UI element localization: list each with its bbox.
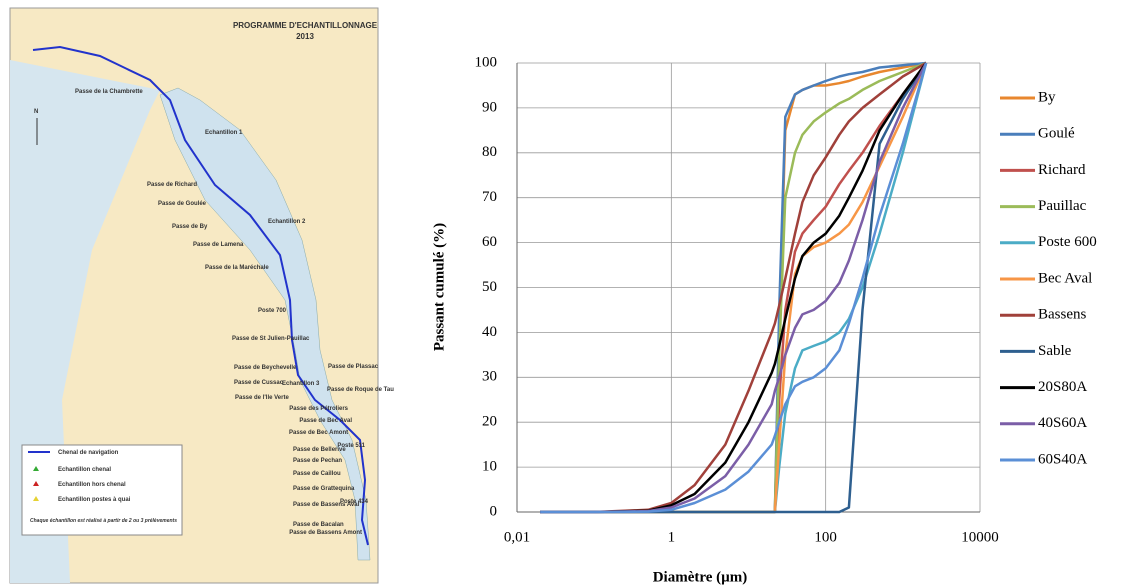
map-label: Passe de Grattequina (293, 486, 355, 492)
legend-marker (33, 496, 39, 501)
map-label: Passe de Plassac (328, 364, 379, 370)
y-tick-label: 100 (475, 54, 498, 70)
y-tick-label: 10 (482, 459, 497, 475)
north: N (34, 109, 38, 115)
map-legend-item: Echantillon chenal (58, 467, 111, 473)
map-legend (21, 444, 183, 536)
map-label: Echantillon 2 (268, 219, 306, 225)
x-tick-label: 0,01 (504, 529, 530, 545)
y-tick-label: 90 (482, 99, 497, 115)
map-label: Poste 434 (340, 499, 369, 505)
map-label: Passe de Cussac (234, 380, 284, 386)
y-tick-label: 0 (490, 503, 498, 519)
y-tick-label: 80 (482, 144, 497, 160)
map-note: Chaque échantillon est réalisé à partir … (30, 518, 177, 524)
series-line (540, 62, 928, 514)
map-label: Passe de Bec Aval (299, 418, 352, 424)
legend-label: Sable (1038, 343, 1072, 359)
map-label: Echantillon 1 (205, 130, 243, 136)
map-label: Passe de Richard (147, 182, 197, 188)
map-label: Passe de Beychevelle (234, 365, 297, 371)
map-label: Echantillon 3 (282, 381, 320, 387)
y-tick-label: 50 (482, 279, 497, 295)
y-tick-label: 60 (482, 234, 497, 250)
map-legend-item: Echantillon postes à quai (58, 497, 131, 503)
map-label: Passe des Pétroliers (289, 406, 348, 412)
map-label: Passe de Bassens Aval (293, 502, 360, 508)
map-title: PROGRAMME D'ECHANTILLONNAGE (233, 21, 378, 30)
legend-label: 20S80A (1038, 379, 1087, 395)
map-label: Passe de St Julien-Pauillac (232, 336, 310, 342)
map-label: Poste 700 (258, 308, 287, 314)
chart: Diamètre (µm) Passant cumulé (%) 0 10 20 30… (431, 54, 1096, 585)
legend-label: Bassens (1038, 307, 1086, 323)
map-label: Passe de Pechan (293, 458, 342, 464)
legend-marker (33, 481, 39, 486)
map-label: Passe de By (172, 224, 208, 230)
map: PROGRAMME D'ECHANTILLONNAGE 2013 N Passe… (9, 7, 394, 584)
map-label: Passe de l'Ile Verte (235, 395, 289, 401)
legend-label: Bec Aval (1038, 270, 1092, 286)
map-legend-item: Chenal de navigation (58, 450, 119, 456)
x-tick-label: 100 (814, 529, 837, 545)
x-tick-label: 1 (668, 529, 676, 545)
map-label: Passe de la Chambrette (75, 89, 143, 95)
map-label: Passe de Caillou (293, 471, 341, 477)
legend-label: Richard (1038, 162, 1086, 178)
map-label: Passe de la Maréchale (205, 265, 269, 271)
map-label: Passe de Bacalan (293, 522, 344, 528)
map-label: Passe de Goulée (158, 201, 207, 207)
map-label: Poste 511 (337, 443, 365, 449)
legend-label: 60S40A (1038, 451, 1087, 467)
legend-label: Poste 600 (1038, 234, 1097, 250)
map-legend-item: Echantillon hors chenal (58, 482, 126, 488)
map-labels: Passe de la Chambrette Echantillon 1 Passe… (75, 89, 394, 536)
map-label: Passe de Bassens Amont (289, 530, 362, 536)
series-line (540, 62, 928, 514)
map-label: Passe de Lamena (193, 242, 244, 248)
estuary (159, 87, 371, 561)
legend-label: By (1038, 89, 1056, 105)
map-label: Passe de Roque de Tau (327, 387, 394, 393)
y-axis-label: Passant cumulé (%) (431, 223, 447, 351)
x-axis-label: Diamètre (µm) (653, 569, 748, 585)
y-tick-label: 40 (482, 324, 497, 340)
map-label: Passe de Bellerive (293, 447, 346, 453)
series-line (540, 62, 928, 514)
y-tick-label: 70 (482, 189, 497, 205)
map-year: 2013 (296, 32, 314, 41)
channel (32, 45, 369, 546)
y-tick-label: 20 (482, 414, 497, 430)
x-tick-label: 10000 (961, 529, 999, 545)
legend-label: Pauillac (1038, 198, 1087, 214)
legend-marker (33, 466, 39, 471)
legend-label: Goulé (1038, 126, 1075, 142)
series-line (540, 62, 928, 514)
legend-label: 40S60A (1038, 415, 1087, 431)
map-label: Passe de Bec Amont (289, 430, 348, 436)
series-line (540, 61, 927, 514)
y-tick-label: 30 (482, 369, 497, 385)
